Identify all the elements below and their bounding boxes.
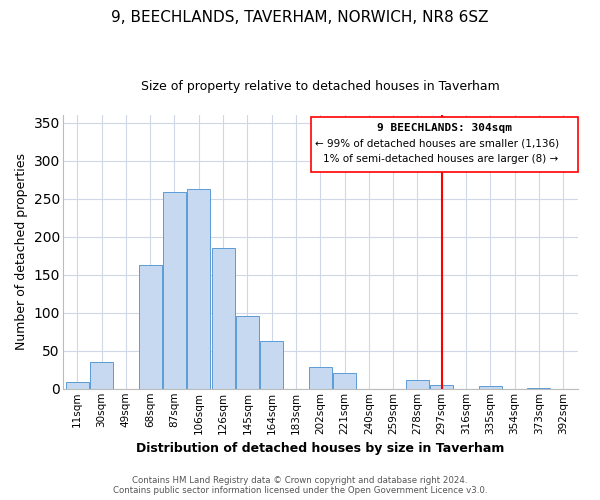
Text: Contains HM Land Registry data © Crown copyright and database right 2024.
Contai: Contains HM Land Registry data © Crown c… [113,476,487,495]
Text: 9, BEECHLANDS, TAVERHAM, NORWICH, NR8 6SZ: 9, BEECHLANDS, TAVERHAM, NORWICH, NR8 6S… [111,10,489,25]
Title: Size of property relative to detached houses in Taverham: Size of property relative to detached ho… [141,80,500,93]
Bar [406,380,429,389]
Bar [163,192,186,389]
Bar [187,189,211,389]
Bar [333,373,356,389]
Y-axis label: Number of detached properties: Number of detached properties [15,154,28,350]
Bar [90,362,113,389]
Bar [212,248,235,389]
Bar [430,385,453,389]
Bar [139,265,162,389]
Bar [308,366,332,389]
Bar [236,316,259,389]
FancyBboxPatch shape [311,118,578,172]
Bar [527,388,550,389]
X-axis label: Distribution of detached houses by size in Taverham: Distribution of detached houses by size … [136,442,505,455]
Text: ← 99% of detached houses are smaller (1,136): ← 99% of detached houses are smaller (1,… [316,138,560,148]
Bar [260,341,283,389]
Text: 1% of semi-detached houses are larger (8) →: 1% of semi-detached houses are larger (8… [323,154,558,164]
Text: 9 BEECHLANDS: 304sqm: 9 BEECHLANDS: 304sqm [377,124,512,134]
Bar [66,382,89,389]
Bar [479,386,502,389]
